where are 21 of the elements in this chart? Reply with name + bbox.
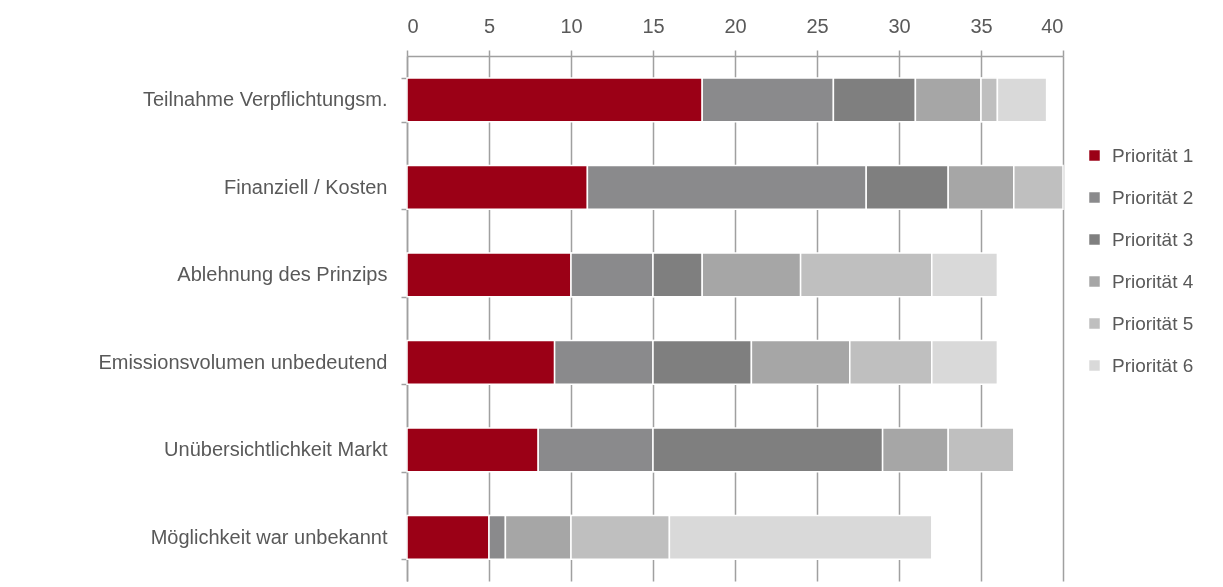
- x-tick-label: 30: [888, 14, 911, 37]
- x-tick-label: 20: [724, 14, 747, 37]
- y-tick-label: Teilnahme Verpflichtungsm.: [142, 88, 388, 111]
- x-tick-label: 15: [642, 14, 665, 37]
- x-tick-label: 0: [407, 14, 419, 37]
- y-tick-label: Finanziell / Kosten: [224, 175, 388, 198]
- x-tick-label: 35: [970, 14, 993, 37]
- y-tick-label: Möglichkeit war unbekannt: [150, 525, 388, 548]
- x-tick-label: 25: [806, 14, 829, 37]
- legend-label: Priorität 4: [1112, 270, 1194, 292]
- x-tick-label: 5: [483, 14, 496, 37]
- y-tick-label: Ablehnung des Prinzips: [177, 263, 388, 286]
- legend-label: Priorität 2: [1112, 186, 1194, 208]
- x-tick-label: 10: [560, 14, 583, 37]
- legend-label: Priorität 3: [1112, 228, 1194, 250]
- y-tick-label: Emissionsvolumen unbedeutend: [98, 350, 388, 373]
- legend-label: Priorität 5: [1112, 312, 1194, 334]
- y-tick-label: Unübersichtlichkeit Markt: [164, 438, 388, 461]
- legend-label: Priorität 6: [1112, 354, 1194, 376]
- x-tick-label: 40: [1041, 14, 1064, 37]
- legend-label: Priorität 1: [1112, 144, 1194, 166]
